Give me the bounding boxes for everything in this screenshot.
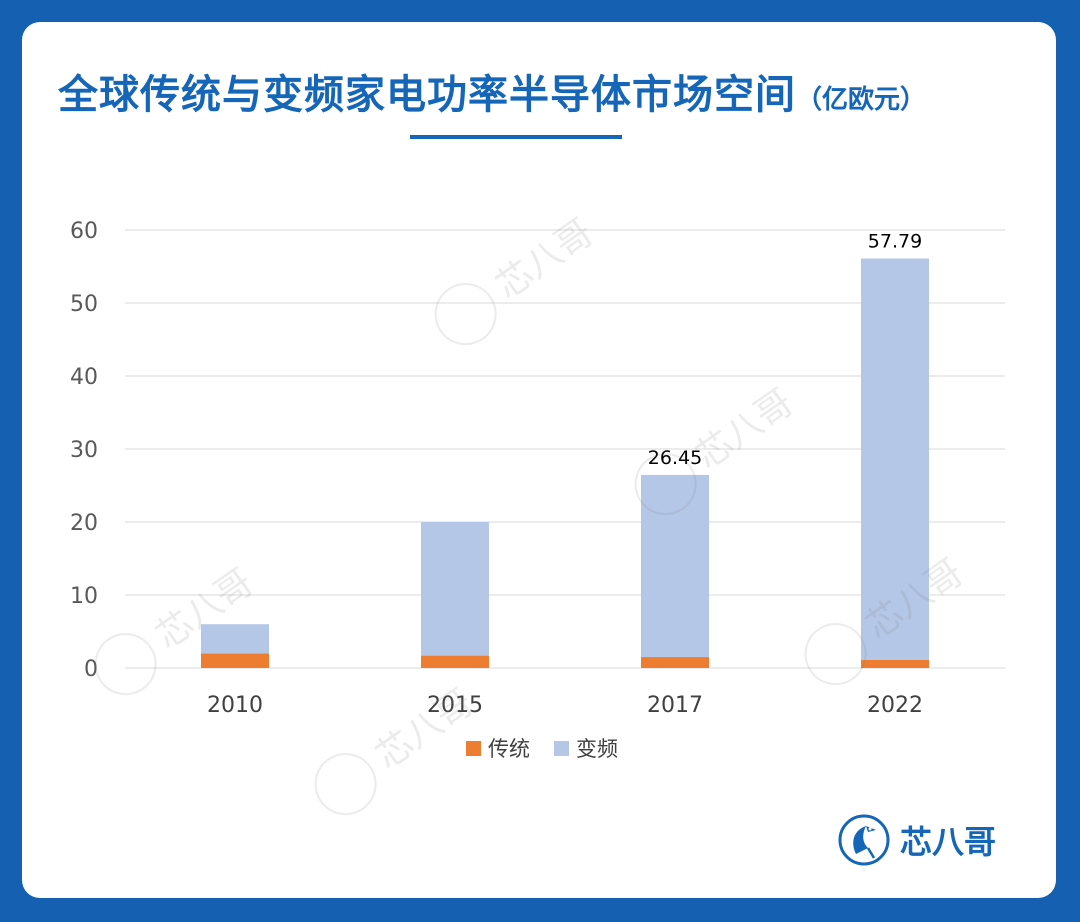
x-axis-ticks: 2010 2015 2017 2022: [207, 693, 923, 718]
title-main: 全球传统与变频家电功率半导体市场空间: [58, 72, 796, 118]
brand: 芯八哥: [836, 810, 996, 870]
legend-label: 传统: [488, 737, 530, 761]
y-axis-ticks: 0 10 20 30 40 50 60: [70, 219, 98, 682]
watermark-text: 芯八哥: [489, 212, 601, 308]
watermark: 芯八哥: [314, 682, 481, 816]
chart-title: 全球传统与变频家电功率半导体市场空间（亿欧元）: [58, 62, 1058, 120]
bar-inverter: [861, 258, 929, 660]
watermark-logo-icon: [434, 283, 497, 346]
x-tick-label: 2017: [647, 693, 703, 718]
watermark-text: 芯八哥: [689, 382, 801, 478]
bar-inverter: [201, 624, 269, 654]
bar-inverter: [421, 522, 489, 656]
title-underline: [410, 135, 622, 139]
watermark-text: 芯八哥: [369, 682, 481, 778]
bar-inverter: [641, 474, 709, 658]
legend-swatch: [554, 741, 569, 756]
legend: 传统 变频: [466, 737, 618, 761]
y-tick-label: 60: [70, 219, 98, 244]
brand-name: 芯八哥: [900, 823, 997, 861]
data-label: 26.45: [648, 447, 702, 469]
watermark-logo-icon: [314, 753, 377, 816]
y-tick-label: 0: [84, 657, 98, 682]
legend-label: 变频: [576, 737, 618, 761]
y-tick-label: 40: [70, 365, 98, 390]
data-labels: 26.45 57.79: [648, 230, 922, 468]
x-tick-label: 2010: [207, 693, 263, 718]
y-tick-label: 20: [70, 511, 98, 536]
watermark-logo-icon: [634, 453, 697, 516]
x-tick-label: 2015: [427, 693, 483, 718]
bird-logo-icon: [838, 814, 890, 866]
y-tick-label: 30: [70, 438, 98, 463]
bars: [201, 258, 929, 668]
y-tick-label: 10: [70, 584, 98, 609]
bar-traditional: [201, 653, 269, 668]
bar-traditional: [421, 655, 489, 668]
bar-traditional: [861, 659, 929, 668]
watermark: 芯八哥: [434, 212, 601, 346]
legend-swatch: [466, 741, 481, 756]
watermark-logo-icon: [94, 633, 157, 696]
data-label: 57.79: [868, 230, 922, 252]
gridlines: [125, 229, 1005, 669]
title-unit: （亿欧元）: [796, 85, 927, 115]
y-tick-label: 50: [70, 292, 98, 317]
bar-traditional: [641, 657, 709, 668]
x-tick-label: 2022: [867, 693, 923, 718]
watermark-logo-icon: [804, 623, 867, 686]
